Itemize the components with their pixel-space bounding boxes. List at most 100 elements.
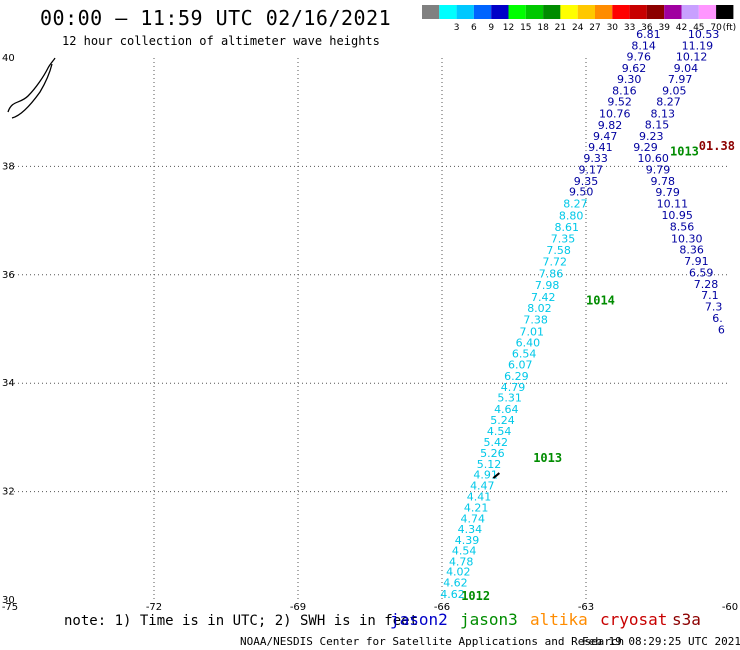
legend-swatch [664,5,682,19]
latitude-tick-label: 34 [2,378,15,389]
swh-value-label-cyan: 4.62 [443,576,468,589]
swh-value-label-navy: 9.17 [579,163,604,176]
swh-value-label-cyan: 6.54 [512,348,537,361]
legend-tick-label: 42 [676,23,687,33]
swh-value-label-cyan: 4.64 [494,403,519,416]
swh-value-label-right: 6.59 [689,266,714,279]
swh-value-label-right: 7.28 [694,278,719,291]
legend-tick-label: 6 [471,23,477,33]
page-title: 00:00 – 11:59 UTC 02/16/2021 [40,6,392,30]
page-subtitle: 12 hour collection of altimeter wave hei… [62,34,380,48]
swh-value-label-right: 8.56 [670,220,695,233]
legend-tick-label: 12 [503,23,514,33]
swh-value-label-navy: 8.16 [612,84,637,97]
legend-swatch [681,5,699,19]
swh-value-label-cyan: 7.35 [551,232,576,245]
longitude-tick-label: -72 [146,602,162,610]
swh-value-label-right: 9.04 [674,62,699,75]
swh-value-label-right: 8.36 [679,244,704,257]
swh-value-label-cyan: 7.42 [531,291,556,304]
satellite-legend-altika: altika [530,610,588,629]
swh-value-label-right: 6 [718,323,725,336]
swh-value-label-right: 7.3 [705,301,723,314]
legend-tick-label: 33 [624,23,635,33]
swh-value-label-cyan: 4.39 [455,534,480,547]
swh-value-label-right: 7.97 [668,73,693,86]
swh-value-label-navy: 6.81 [636,28,661,41]
latitude-tick-label: 32 [2,487,15,498]
legend-swatch [439,5,457,19]
swh-value-label-cyan: 4.47 [470,479,495,492]
swh-value-label-right: 7.1 [701,289,719,302]
pressure-label: 1013 [533,451,562,465]
swh-value-label-cyan: 4.79 [501,381,526,394]
swh-value-label-cyan: 8.61 [555,221,580,234]
legend-swatch [473,5,492,19]
swh-value-label-right: 10.95 [661,209,693,222]
buoy-marker [492,472,501,479]
swh-value-label-navy: 9.30 [617,73,642,86]
longitude-tick-label: -69 [290,602,306,610]
latitude-tick-label: 40 [2,53,15,64]
swh-value-label-right: 10.30 [671,232,703,245]
legend-tick-label: 70 [710,23,722,33]
swh-value-label-cyan: 4.41 [467,490,492,503]
swh-value-label-navy: 9.82 [598,119,623,132]
swh-value-label-cyan: 4.62 [440,588,465,601]
legend-tick-label: 9 [488,23,494,33]
coastline [7,57,56,119]
satellite-legend-jason2: jason2 [390,610,448,629]
swh-value-label-right: 9.79 [646,163,671,176]
swh-value-label-right: 9.23 [639,130,664,143]
color-legend: 3 6 9 12 15 18 21 24 27 30 33 36 39 42 45 70 (ft) [422,5,737,33]
pressure-label: 1014 [586,294,615,308]
swh-value-label-cyan: 8.02 [527,302,552,315]
legend-swatch [525,5,544,19]
swh-value-label-right: 7.91 [684,255,709,268]
swh-value-label-navy: 9.33 [583,152,608,165]
swh-value-label-right: 8.15 [645,118,670,131]
satellite-legend-s3a: s3a [672,610,701,629]
swh-value-label-cyan: 5.12 [477,458,502,471]
swh-value-label-cyan: 4.34 [458,523,483,536]
longitude-tick-label: -63 [578,602,594,610]
latitude-tick-label: 30 [2,595,15,606]
legend-swatch [543,5,561,19]
longitude-tick-label: -75 [2,602,18,610]
swh-value-label-cyan: 4.54 [452,544,477,557]
pressure-label: 1013 [670,145,699,159]
legend-unit: (ft) [723,23,737,33]
legend-swatch [508,5,526,19]
swh-value-label-right: 10.53 [688,28,720,41]
swh-value-label-cyan: 7.38 [523,314,548,327]
pressure-label: 01.38 [699,139,735,153]
legend-tick-label: 36 [641,23,653,33]
swh-value-label-cyan: 4.74 [460,512,485,525]
swh-value-label-navy: 9.76 [627,51,652,64]
swh-value-label-right: 8.27 [656,96,681,109]
legend-swatch [698,5,717,19]
swh-value-label-navy: 9.41 [588,141,613,154]
swh-value-label-right: 11.19 [682,39,714,52]
swh-value-label-cyan: 6.40 [516,336,541,349]
swh-value-label-cyan: 6.07 [508,359,533,372]
swh-value-label-cyan: 5.42 [484,436,509,449]
swh-value-label-right: 8.13 [651,108,676,121]
legend-tick-label: 39 [658,23,670,33]
swh-value-label-cyan: 4.78 [449,555,474,568]
swh-value-label-cyan: 7.98 [535,279,560,292]
pressure-label: 1012 [461,589,490,603]
legend-swatch [422,5,440,19]
legend-swatch [560,5,578,19]
wave-height-map: -75 -72 -69 -66 -63 -603032343638404.624.624.… [2,28,738,610]
latitude-tick-label: 36 [2,270,15,281]
swh-value-label-right: 10.60 [637,152,669,165]
swh-value-label-right: 9.05 [662,84,687,97]
swh-value-label-cyan: 4.54 [487,425,512,438]
satellite-legend-jason3: jason3 [460,610,518,629]
legend-swatch [456,5,474,19]
legend-tick-label: 3 [454,23,460,33]
legend-tick-label: 30 [607,23,619,33]
swh-value-label-cyan: 7.58 [546,244,571,257]
